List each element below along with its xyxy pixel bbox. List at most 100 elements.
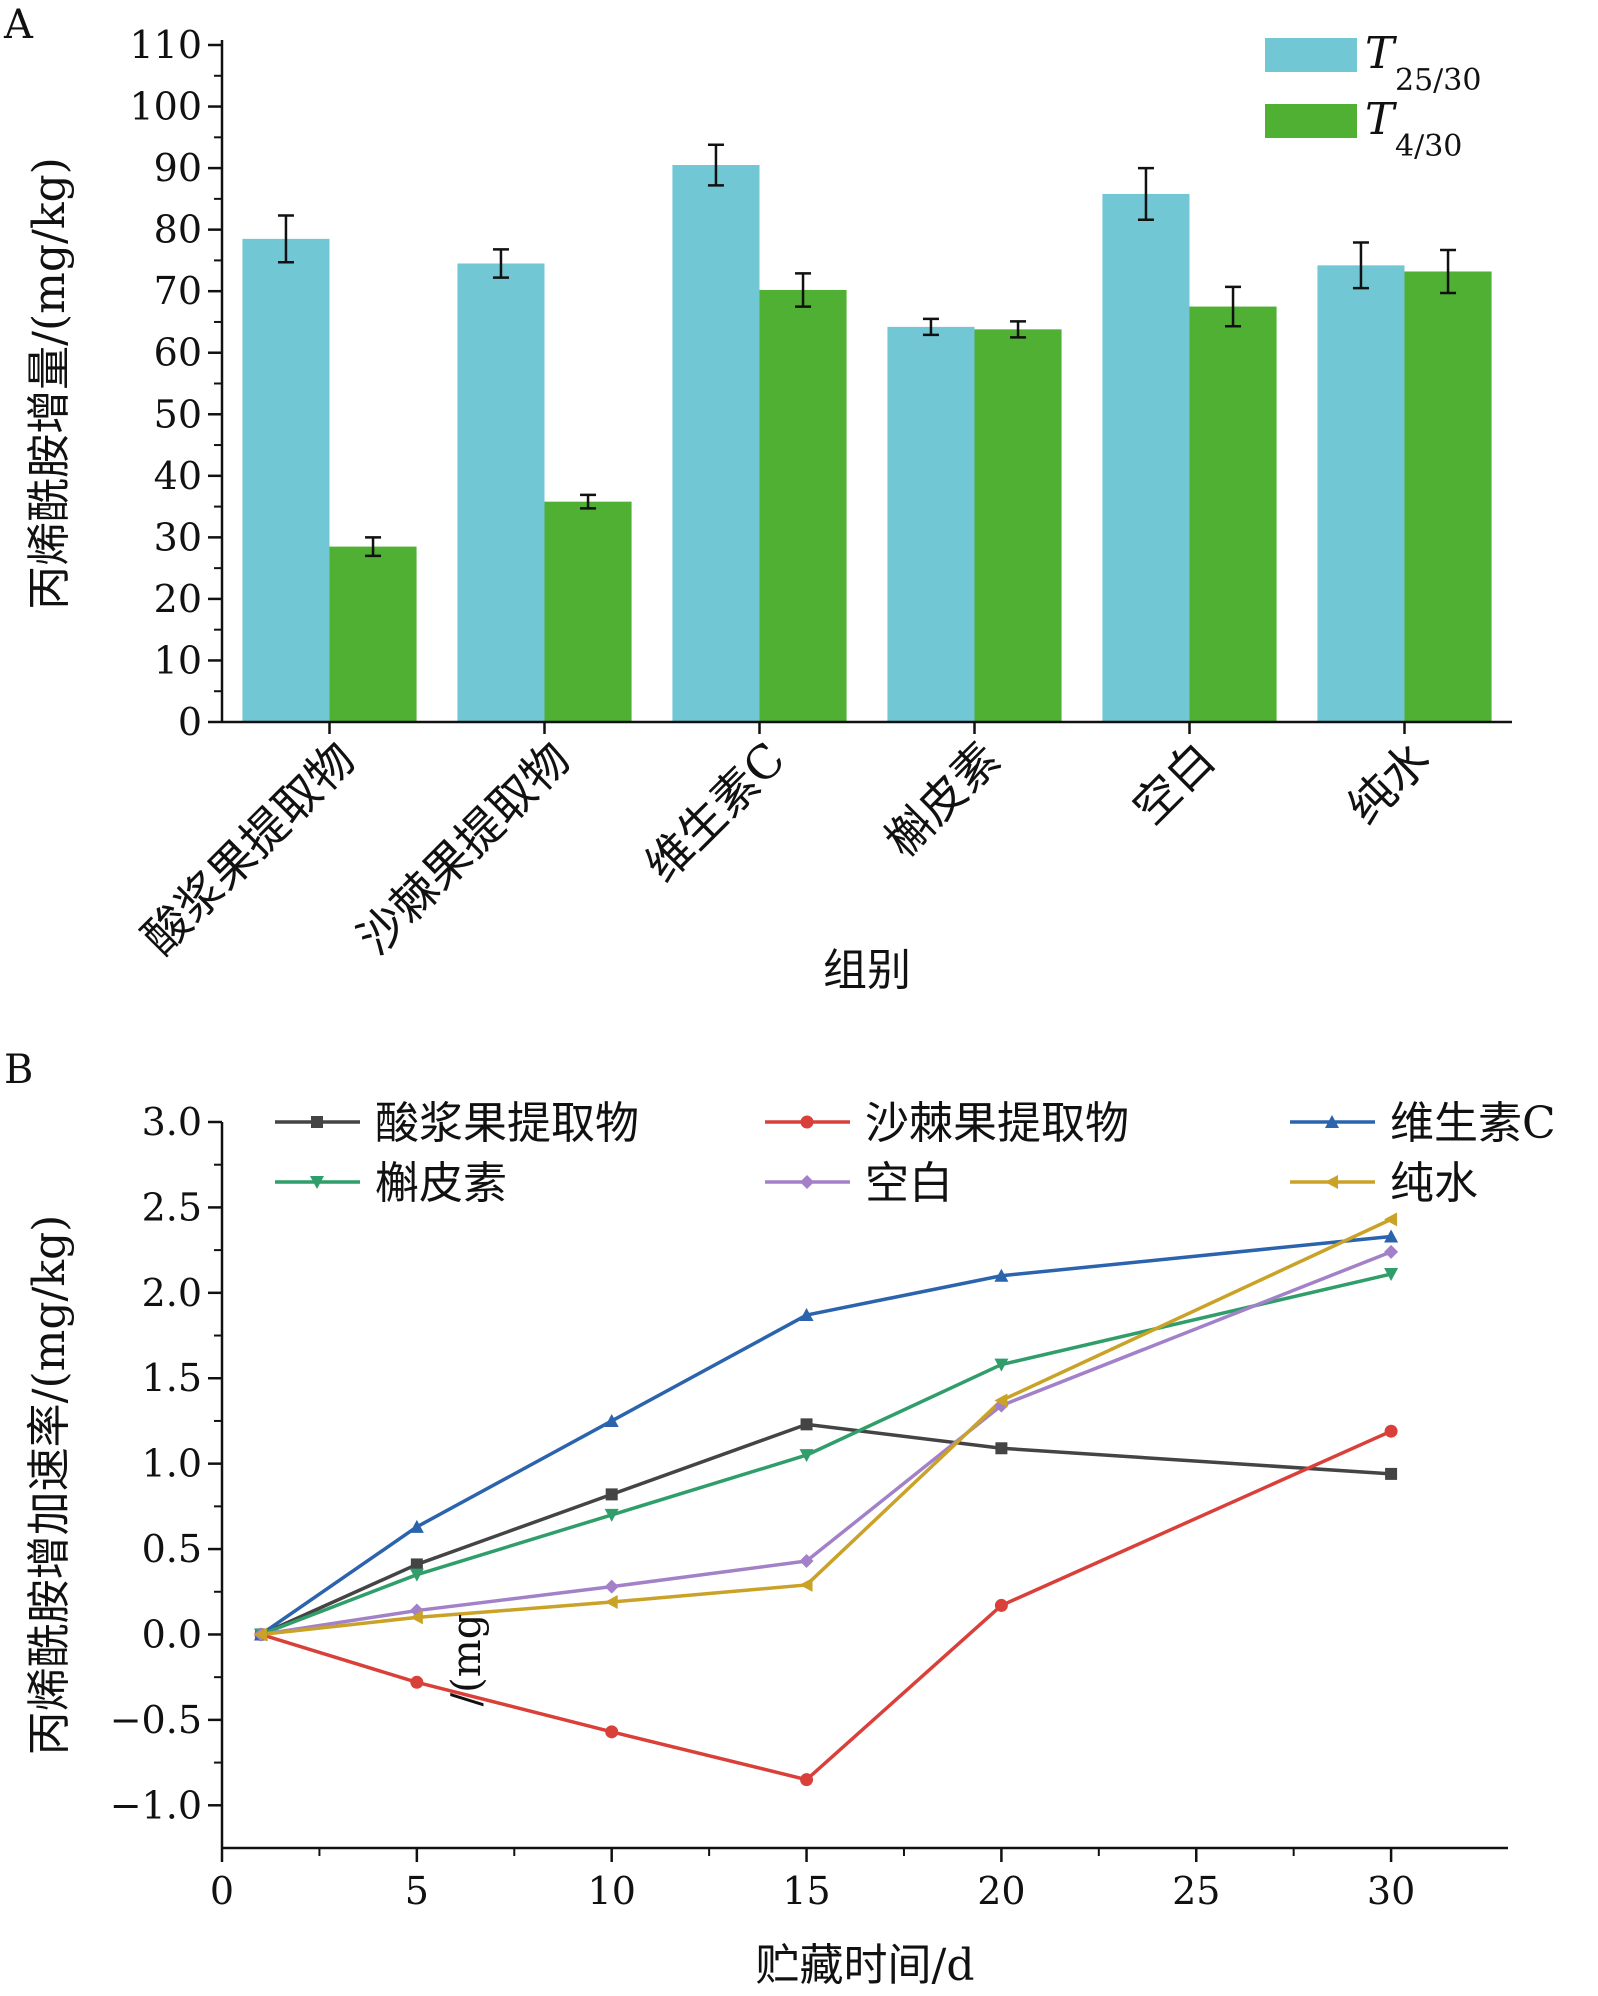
point-b-5-5 xyxy=(1384,1212,1398,1227)
series-line-b-3 xyxy=(260,1272,1392,1637)
point-b-5-4 xyxy=(994,1393,1008,1408)
y-tick-label-a-7: 70 xyxy=(154,269,202,313)
x-tick-label-b-2: 10 xyxy=(588,1869,636,1913)
x-axis-title-b: 贮藏时间/d xyxy=(756,1940,975,1991)
point-b-0-2 xyxy=(605,1488,618,1501)
point-b-3-5 xyxy=(1384,1268,1399,1282)
bar-0-2 xyxy=(672,165,760,722)
y-tick-label-a-11: 110 xyxy=(129,23,202,67)
y-ticks-b: −1.0 −0.5 0.0 0.5 1.0 1.5 2.0 2.5 3.0 xyxy=(110,1100,222,1827)
legend-label-b-2: 维生素C xyxy=(1390,1098,1556,1149)
series-line-b-4 xyxy=(260,1250,1392,1637)
bars-a xyxy=(242,165,1492,723)
point-b-2-3 xyxy=(799,1308,814,1322)
stray-label-b: /(mg xyxy=(444,1614,490,1707)
legend-symbol-a-0: T xyxy=(1365,28,1398,79)
y-tick-label-b-2: 0.0 xyxy=(142,1612,202,1656)
legend-symbol-a-1: T xyxy=(1365,94,1398,145)
y-tick-label-b-7: 2.5 xyxy=(142,1185,202,1229)
legend-label-b-5: 纯水 xyxy=(1390,1158,1478,1209)
axes-a xyxy=(220,40,1512,724)
legend-subscript-a-0: 25/30 xyxy=(1395,63,1481,98)
x-tick-label-a-3: 槲皮素 xyxy=(875,732,1011,868)
point-b-5-1 xyxy=(409,1610,423,1625)
point-b-0-5 xyxy=(1385,1467,1398,1480)
series-line-b-1 xyxy=(260,1429,1392,1782)
x-tick-label-a-4: 空白 xyxy=(1122,732,1225,835)
bar-0-0 xyxy=(242,238,330,723)
bar-0-3 xyxy=(887,326,975,722)
x-tick-label-b-3: 15 xyxy=(782,1869,830,1913)
y-tick-label-a-6: 60 xyxy=(154,331,202,375)
y-tick-label-a-8: 80 xyxy=(154,208,202,252)
series-line-b-5 xyxy=(260,1217,1392,1637)
error-bars-a xyxy=(277,143,1457,558)
legend-marker-b-3 xyxy=(310,1176,324,1189)
y-tick-label-b-4: 1.0 xyxy=(142,1442,202,1486)
series-markers-b xyxy=(253,1212,1399,1787)
panel-label-b: B xyxy=(4,1047,33,1093)
legend-marker-b-4 xyxy=(800,1175,814,1189)
series-line-b-0 xyxy=(260,1422,1392,1637)
legend-label-b-3: 槲皮素 xyxy=(375,1158,507,1209)
x-ticks-b: 0 5 10 15 20 25 30 xyxy=(210,1848,1415,1913)
legend-marker-b-1 xyxy=(800,1115,814,1129)
point-b-0-1 xyxy=(410,1558,423,1571)
y-tick-label-b-3: 0.5 xyxy=(142,1527,202,1571)
legend-label-b-1: 沙棘果提取物 xyxy=(865,1098,1129,1149)
point-b-2-4 xyxy=(994,1268,1009,1282)
point-b-2-5 xyxy=(1384,1229,1399,1243)
point-b-3-4 xyxy=(994,1358,1009,1372)
bar-0-1 xyxy=(457,263,545,722)
point-b-4-5 xyxy=(1384,1244,1399,1259)
x-tick-label-a-1: 沙棘果提取物 xyxy=(347,732,580,965)
x-tick-label-a-2: 维生素C xyxy=(635,732,796,893)
y-tick-label-b-0: −1.0 xyxy=(110,1783,202,1827)
point-b-1-2 xyxy=(605,1725,619,1739)
y-tick-label-b-8: 3.0 xyxy=(142,1100,202,1144)
bar-0-4 xyxy=(1102,193,1190,722)
y-ticks-a: 0 10 20 30 40 50 60 70 80 90 100 110 xyxy=(129,23,222,744)
bar-1-0 xyxy=(329,546,417,722)
point-b-1-3 xyxy=(800,1773,814,1787)
x-tick-label-b-6: 30 xyxy=(1367,1869,1415,1913)
y-tick-label-a-2: 20 xyxy=(154,577,202,621)
panel-a: A 0 10 20 30 40 50 60 70 80 90 100 110 酸浆果提取物沙棘果提取物… xyxy=(3,2,1512,996)
legend-marker-b-5 xyxy=(1325,1175,1338,1189)
legend-label-b-0: 酸浆果提取物 xyxy=(375,1098,639,1149)
y-axis-title-b: 丙烯酰胺增加速率/(mg/kg) xyxy=(24,1215,75,1756)
legend-label-b-4: 空白 xyxy=(865,1158,953,1209)
point-b-2-2 xyxy=(604,1413,619,1427)
x-axis-title-a: 组别 xyxy=(823,945,911,996)
y-tick-label-a-4: 40 xyxy=(154,454,202,498)
legend-marker-b-0 xyxy=(311,1116,323,1128)
point-b-5-3 xyxy=(799,1577,813,1592)
panel-label-a: A xyxy=(3,2,34,48)
y-tick-label-b-1: −0.5 xyxy=(110,1698,202,1742)
y-tick-label-a-0: 0 xyxy=(178,700,202,744)
axes-b xyxy=(220,1122,1508,1850)
bar-1-1 xyxy=(544,501,632,722)
y-tick-label-a-3: 30 xyxy=(154,515,202,559)
series-lines-b xyxy=(259,1217,1392,1782)
point-b-0-3 xyxy=(800,1418,813,1431)
point-b-0-4 xyxy=(995,1442,1008,1455)
point-b-3-1 xyxy=(409,1568,424,1582)
x-tick-label-b-5: 25 xyxy=(1172,1869,1220,1913)
y-tick-label-a-1: 10 xyxy=(154,638,202,682)
point-b-5-0 xyxy=(253,1627,267,1642)
bar-0-5 xyxy=(1317,265,1405,722)
x-tick-label-b-1: 5 xyxy=(405,1869,429,1913)
y-tick-label-a-5: 50 xyxy=(154,392,202,436)
y-tick-label-b-6: 2.0 xyxy=(142,1271,202,1315)
point-b-1-5 xyxy=(1384,1424,1398,1438)
panel-b: B −1.0 −0.5 0.0 0.5 1.0 1.5 2.0 2.5 3.0 0 5 10 15 20… xyxy=(4,1047,1556,1991)
legend-subscript-a-1: 4/30 xyxy=(1395,129,1462,164)
point-b-3-3 xyxy=(799,1449,814,1463)
x-tick-label-b-0: 0 xyxy=(210,1869,234,1913)
legend-swatch-a-1 xyxy=(1265,104,1357,138)
series-line-b-2 xyxy=(259,1234,1392,1636)
y-tick-label-a-10: 100 xyxy=(129,85,202,129)
